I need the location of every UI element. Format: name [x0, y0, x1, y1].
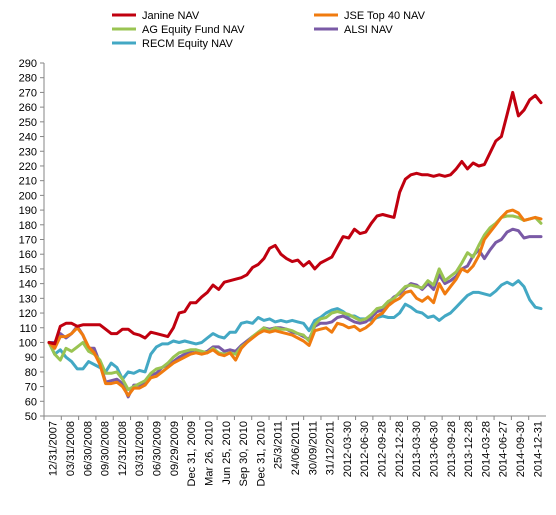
- legend-label: ALSI NAV: [344, 24, 393, 36]
- x-tick-label: 2013-09-28: [446, 421, 458, 477]
- x-tick-label: 2013-12-28: [463, 421, 475, 477]
- x-tick-label: 09/30/2008: [100, 421, 112, 476]
- y-tick-label: 130: [19, 293, 37, 305]
- x-tick-label: 2013-03-30: [411, 421, 423, 477]
- x-tick-label: Mar 26, 2010: [203, 421, 215, 486]
- x-tick-label: Jun 25, 2010: [221, 421, 233, 485]
- y-tick-label: 240: [19, 132, 37, 144]
- x-tick-label: 2014-09-30: [515, 421, 527, 477]
- x-tick-label: 30/09/2011: [307, 421, 319, 475]
- y-tick-label: 170: [19, 235, 37, 247]
- x-tick-label: 03/31/2009: [134, 421, 146, 476]
- y-tick-label: 270: [19, 87, 37, 99]
- x-tick-label: 2012-03-30: [342, 421, 354, 477]
- y-tick-label: 220: [19, 161, 37, 173]
- y-tick-label: 60: [25, 396, 37, 408]
- y-tick-label: 160: [19, 249, 37, 261]
- y-tick-label: 290: [19, 58, 37, 70]
- x-tick-label: 2014-12-31: [532, 421, 544, 477]
- series-line: [47, 208, 543, 397]
- legend-label: RECM Equity NAV: [142, 38, 234, 50]
- x-tick-label: 24/06/2011: [290, 421, 302, 475]
- y-tick-label: 150: [19, 264, 37, 276]
- y-tick-label: 190: [19, 205, 37, 217]
- x-tick-label: 25/3/2011: [273, 421, 285, 469]
- x-tick-label: 12/31/2007: [48, 421, 60, 476]
- y-tick-label: 250: [19, 117, 37, 129]
- x-tick-label: 31/12/2011: [325, 421, 337, 475]
- y-tick-label: 230: [19, 146, 37, 158]
- y-tick-label: 70: [25, 382, 37, 394]
- y-tick-label: 90: [25, 352, 37, 364]
- legend-label: Janine NAV: [142, 10, 200, 22]
- x-tick-label: 09/29/2009: [169, 421, 181, 476]
- x-tick-label: 2013-06-30: [428, 421, 440, 477]
- series-line: [47, 90, 543, 346]
- legend-label: AG Equity Fund NAV: [142, 24, 245, 36]
- x-tick-label: 2014-03-28: [480, 421, 492, 477]
- x-tick-label: 2012-12-28: [394, 421, 406, 477]
- legend-label: JSE Top 40 NAV: [344, 10, 426, 22]
- y-tick-label: 200: [19, 190, 37, 202]
- x-tick-label: 2012-09-28: [377, 421, 389, 477]
- y-tick-label: 80: [25, 367, 37, 379]
- y-tick-label: 280: [19, 73, 37, 85]
- y-tick-label: 180: [19, 220, 37, 232]
- y-tick-label: 110: [19, 323, 37, 335]
- series-line: [47, 214, 543, 391]
- y-tick-label: 100: [19, 337, 37, 349]
- x-tick-label: Dec 31, 2010: [255, 421, 267, 486]
- x-tick-label: Sep 30, 2010: [238, 421, 250, 486]
- x-tick-label: 06/30/2009: [152, 421, 164, 476]
- series-line: [47, 279, 543, 381]
- y-tick-label: 260: [19, 102, 37, 114]
- x-tick-label: 2014-06-27: [498, 421, 510, 477]
- x-tick-label: 2012-06-30: [359, 421, 371, 477]
- x-tick-label: 03/31/2008: [65, 421, 77, 476]
- y-tick-label: 50: [25, 411, 37, 423]
- x-tick-label: Dec 31, 2009: [186, 421, 198, 486]
- x-tick-label: 06/30/2008: [82, 421, 94, 476]
- y-tick-label: 120: [19, 308, 37, 320]
- y-tick-label: 140: [19, 279, 37, 291]
- x-tick-label: 12/31/2008: [117, 421, 129, 476]
- y-tick-label: 210: [19, 176, 37, 188]
